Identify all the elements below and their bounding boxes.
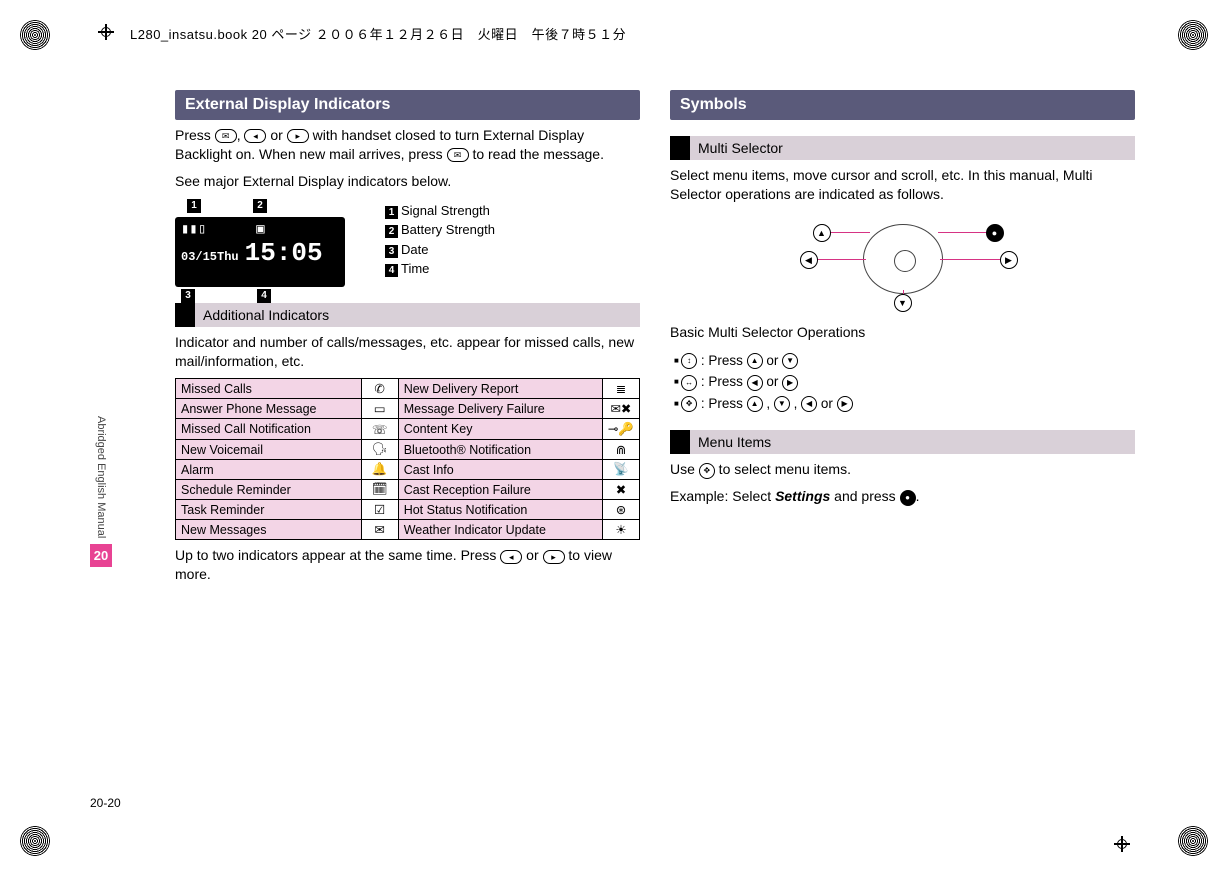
multi-selector-text: Select menu items, move cursor and scrol…: [670, 166, 1135, 204]
selector-right-icon: ▶: [1000, 251, 1018, 269]
indicator-icon: ⊸🔑: [602, 419, 639, 440]
multi-selector-diagram: ▲ ● ◀ ▶ ▼: [768, 214, 1038, 309]
table-row: Missed Call Notification☏Content Key⊸🔑: [176, 419, 640, 440]
indicator-icon: ⊛: [602, 500, 639, 520]
indicator-label: New Voicemail: [176, 440, 362, 460]
display-legend: 1Signal Strength 2Battery Strength 3Date…: [385, 201, 495, 279]
table-row: Missed Calls✆New Delivery Report≣: [176, 379, 640, 399]
page-content: Abridged English Manual 20 20-20 Externa…: [85, 90, 1145, 810]
indicator-icon: ✆: [361, 379, 398, 399]
example-line: Example: Select Settings and press ●.: [670, 487, 1135, 506]
side-tab-label: Abridged English Manual: [95, 410, 107, 544]
indicator-icon: ✉: [361, 520, 398, 540]
table-footer: Up to two indicators appear at the same …: [175, 546, 640, 584]
indicator-icon: ⋒: [602, 440, 639, 460]
registration-mark: [1114, 836, 1130, 852]
external-display-mock: 1 2 ▮▮▯ ▣ 03/15Thu 15:05 3 4: [175, 201, 345, 287]
mail-key-icon: ✉: [447, 148, 469, 162]
left-key-icon: ◂: [244, 129, 266, 143]
indicator-icon: 🗣: [361, 440, 398, 460]
battery-icon: ▣: [256, 221, 264, 238]
selector-down-icon: ▼: [894, 294, 912, 312]
indicator-label: Hot Status Notification: [398, 500, 602, 520]
indicator-label: Alarm: [176, 460, 362, 480]
indicator-icon: ≣: [602, 379, 639, 399]
display-time: 15:05: [245, 238, 323, 268]
indicator-icon: ☀: [602, 520, 639, 540]
callout-2: 2: [253, 199, 267, 213]
selector-center-icon: ●: [986, 224, 1004, 242]
menu-items-line: Use ✥ to select menu items.: [670, 460, 1135, 479]
print-header: L280_insatsu.book 20 ページ ２００６年１２月２６日 火曜日…: [130, 24, 626, 43]
indicator-label: New Messages: [176, 520, 362, 540]
basic-ops-title: Basic Multi Selector Operations: [670, 323, 1135, 342]
indicator-label: New Delivery Report: [398, 379, 602, 399]
section-heading-external-display: External Display Indicators: [175, 90, 640, 120]
mail-key-icon: ✉: [215, 129, 237, 143]
table-row: Task Reminder☑Hot Status Notification⊛: [176, 500, 640, 520]
signal-icon: ▮▮▯: [181, 221, 206, 238]
table-row: Schedule Reminder🗓Cast Reception Failure…: [176, 480, 640, 500]
indicator-icon: ✉✖: [602, 399, 639, 419]
table-row: Alarm🔔Cast Info📡: [176, 460, 640, 480]
indicator-icon: ☑: [361, 500, 398, 520]
indicator-label: Answer Phone Message: [176, 399, 362, 419]
table-row: New Messages✉Weather Indicator Update☀: [176, 520, 640, 540]
indicator-label: Cast Reception Failure: [398, 480, 602, 500]
print-ornament: [1178, 826, 1208, 856]
indicator-icon: 🔔: [361, 460, 398, 480]
additional-text: Indicator and number of calls/messages, …: [175, 333, 640, 371]
indicator-label: Weather Indicator Update: [398, 520, 602, 540]
indicator-label: Missed Calls: [176, 379, 362, 399]
callout-1: 1: [187, 199, 201, 213]
indicator-label: Missed Call Notification: [176, 419, 362, 440]
table-row: New Voicemail🗣Bluetooth® Notification⋒: [176, 440, 640, 460]
indicator-icon: ☏: [361, 419, 398, 440]
indicator-label: Message Delivery Failure: [398, 399, 602, 419]
see-line: See major External Display indicators be…: [175, 172, 640, 191]
indicator-label: Schedule Reminder: [176, 480, 362, 500]
indicator-label: Content Key: [398, 419, 602, 440]
left-key-icon: ◂: [500, 550, 522, 564]
right-key-icon: ▸: [543, 550, 565, 564]
indicator-label: Task Reminder: [176, 500, 362, 520]
indicators-table: Missed Calls✆New Delivery Report≣Answer …: [175, 378, 640, 540]
page-number: 20-20: [90, 796, 121, 810]
side-tab: Abridged English Manual 20: [90, 410, 112, 567]
indicator-icon: 📡: [602, 460, 639, 480]
ops-list: ↕ : Press ▲ or ▼ ↔ : Press ◀ or ▶ ✥ : Pr…: [674, 350, 1135, 415]
right-key-icon: ▸: [287, 129, 309, 143]
subheading-additional: Additional Indicators: [175, 303, 640, 327]
indicator-label: Cast Info: [398, 460, 602, 480]
subheading-multi-selector: Multi Selector: [670, 136, 1135, 160]
selector-up-icon: ▲: [813, 224, 831, 242]
print-ornament: [20, 20, 50, 50]
center-button-icon: ●: [900, 490, 916, 506]
registration-mark: [98, 24, 114, 40]
indicator-icon: ▭: [361, 399, 398, 419]
callout-4: 4: [257, 289, 271, 303]
display-date: 03/15Thu: [181, 250, 239, 264]
subheading-menu-items: Menu Items: [670, 430, 1135, 454]
print-ornament: [1178, 20, 1208, 50]
table-row: Answer Phone Message▭Message Delivery Fa…: [176, 399, 640, 419]
section-heading-symbols: Symbols: [670, 90, 1135, 120]
chapter-number: 20: [90, 544, 112, 567]
indicator-icon: ✖: [602, 480, 639, 500]
callout-3: 3: [181, 289, 195, 303]
right-column: Symbols Multi Selector Select menu items…: [670, 90, 1135, 592]
left-column: External Display Indicators Press ✉, ◂ o…: [175, 90, 640, 592]
selector-left-icon: ◀: [800, 251, 818, 269]
intro-paragraph: Press ✉, ◂ or ▸ with handset closed to t…: [175, 126, 640, 164]
indicator-label: Bluetooth® Notification: [398, 440, 602, 460]
indicator-icon: 🗓: [361, 480, 398, 500]
print-ornament: [20, 826, 50, 856]
